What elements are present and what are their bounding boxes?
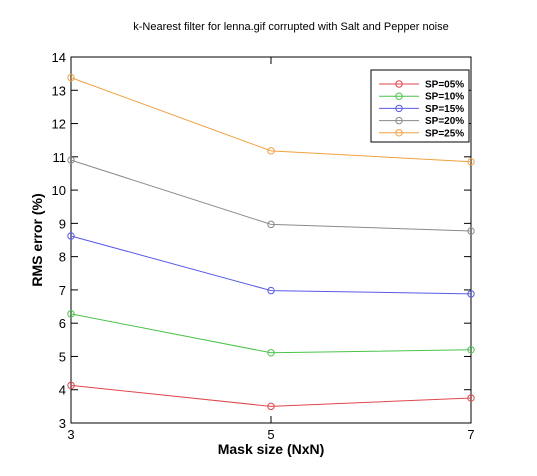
y-tick-label: 5 [59, 349, 66, 364]
series-sp-20 [67, 156, 475, 235]
data-point [467, 346, 475, 354]
chart-title: k-Nearest filter for lenna.gif corrupted… [133, 21, 449, 33]
data-point [267, 220, 275, 229]
series-line [70, 384, 472, 407]
series-line [70, 159, 472, 232]
data-point [67, 381, 75, 390]
data-point [67, 73, 75, 82]
data-point [467, 394, 475, 402]
y-tick-label: 11 [53, 150, 67, 165]
data-point [267, 147, 275, 155]
series-line [70, 313, 472, 354]
y-axis: 3 4 5 6 7 8 9 10 11 12 13 14 [52, 50, 471, 431]
y-tick-label: 6 [59, 316, 66, 331]
series-sp-10 [67, 310, 475, 357]
data-point [267, 349, 275, 357]
legend-marker [395, 129, 403, 137]
legend-marker [395, 116, 403, 125]
data-point [467, 227, 475, 235]
data-point [267, 286, 275, 295]
legend-marker [395, 80, 403, 88]
legend-label: SP=10% [425, 92, 464, 103]
y-tick-label: 10 [52, 183, 66, 198]
x-tick-label: 7 [467, 427, 474, 442]
y-tick-label: 9 [59, 216, 66, 231]
y-tick-label: 14 [52, 50, 66, 65]
legend: SP=05%SP=10%SP=15%SP=20%SP=25% [370, 69, 470, 143]
legend-item: SP=10% [379, 92, 464, 103]
data-point [67, 156, 75, 164]
y-tick-label: 7 [59, 283, 66, 298]
legend-item: SP=05% [379, 80, 464, 91]
legend-item: SP=25% [379, 128, 464, 139]
series-sp-25 [67, 73, 475, 166]
y-axis-title: RMS error (%) [29, 193, 45, 286]
legend-marker [395, 104, 403, 113]
data-point [267, 402, 275, 411]
data-point [67, 310, 75, 318]
y-tick-label: 3 [59, 416, 66, 431]
legend-label: SP=20% [425, 116, 464, 127]
y-tick-label: 13 [52, 83, 66, 98]
legend-label: SP=15% [425, 104, 464, 115]
series-sp-05 [67, 381, 475, 411]
legend-marker [395, 92, 403, 100]
series-layer [67, 73, 475, 411]
y-tick-label: 4 [59, 383, 66, 398]
x-tick-label: 5 [267, 427, 274, 442]
legend-item: SP=15% [379, 104, 464, 115]
legend-box [370, 69, 470, 143]
x-axis: 3 5 7 [67, 57, 475, 442]
legend-label: SP=05% [425, 80, 464, 91]
y-tick-label: 8 [59, 250, 66, 265]
data-point [467, 158, 475, 166]
x-tick-label: 3 [67, 427, 74, 442]
y-tick-label: 12 [52, 117, 66, 132]
legend-item: SP=20% [379, 116, 464, 127]
series-sp-15 [67, 232, 475, 298]
series-line [70, 235, 472, 295]
data-point [67, 232, 75, 240]
x-axis-title: Mask size (NxN) [218, 441, 325, 457]
data-point [467, 290, 475, 298]
legend-label: SP=25% [425, 128, 464, 139]
series-line [70, 77, 472, 163]
